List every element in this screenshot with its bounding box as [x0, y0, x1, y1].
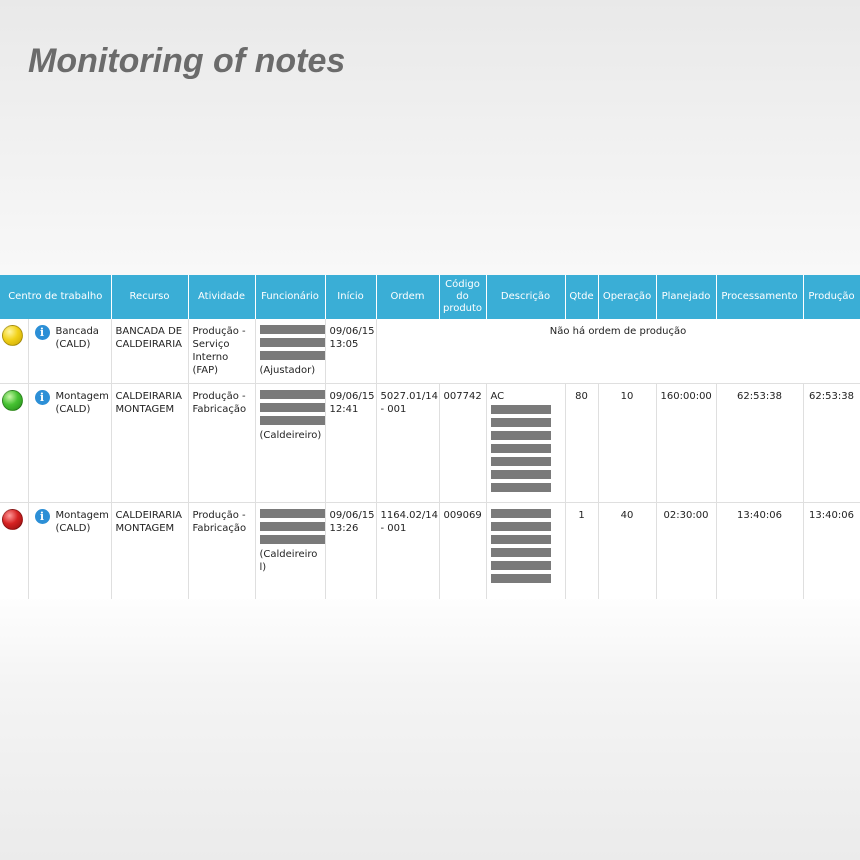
- descricao-text: AC: [490, 391, 505, 402]
- producao-cell: 62:53:38: [803, 383, 860, 503]
- status-cell: [0, 502, 29, 599]
- centro-text: Bancada (CALD): [55, 326, 99, 350]
- column-header-ordem[interactable]: Ordem: [376, 275, 440, 319]
- column-header-planejado[interactable]: Planejado: [656, 275, 717, 319]
- centro-cell: i Montagem (CALD): [28, 502, 112, 599]
- redacted-description: [490, 548, 551, 557]
- funcionario-role: (Ajustador): [259, 365, 316, 376]
- producao-cell: 13:40:06: [803, 502, 860, 599]
- redacted-description: [490, 431, 551, 440]
- column-header-descricao[interactable]: Descrição: [486, 275, 566, 319]
- descricao-cell: AC: [486, 383, 566, 503]
- funcionario-cell: (Ajustador): [255, 319, 326, 384]
- funcionario-cell: (Caldeireiro): [255, 383, 326, 503]
- redacted-description: [490, 405, 551, 414]
- atividade-cell: Produção - Serviço Interno (FAP): [188, 319, 256, 384]
- redacted-name: [259, 522, 325, 531]
- ordem-cell: 1164.02/14 - 001: [376, 502, 440, 599]
- redacted-description: [490, 418, 551, 427]
- redacted-name: [259, 403, 325, 412]
- status-green-icon: [2, 390, 23, 411]
- redacted-description: [490, 574, 551, 583]
- operacao-cell: 10: [598, 383, 657, 503]
- centro-cell: i Bancada (CALD): [28, 319, 112, 384]
- inicio-cell: 09/06/15 13:05: [325, 319, 377, 384]
- recurso-cell: BANCADA DE CALDEIRARIA: [111, 319, 189, 384]
- info-icon[interactable]: i: [34, 390, 50, 405]
- column-header-centro[interactable]: Centro de trabalho: [0, 275, 112, 319]
- funcionario-role: (Caldeireiro): [259, 430, 322, 441]
- column-header-processamento[interactable]: Processamento: [716, 275, 804, 319]
- redacted-name: [259, 509, 325, 518]
- funcionario-role: (Caldeireiro l): [259, 549, 318, 573]
- status-red-icon: [2, 509, 23, 530]
- centro-text: Montagem (CALD): [55, 391, 109, 415]
- redacted-description: [490, 509, 551, 518]
- notes-table: Centro de trabalho Recurso Atividade Fun…: [0, 275, 860, 599]
- column-header-recurso[interactable]: Recurso: [111, 275, 189, 319]
- column-header-inicio[interactable]: Início: [325, 275, 377, 319]
- processamento-cell: 62:53:38: [716, 383, 804, 503]
- planejado-cell: 02:30:00: [656, 502, 717, 599]
- redacted-name: [259, 351, 325, 360]
- page-title: Monitoring of notes: [28, 42, 346, 80]
- centro-text: Montagem (CALD): [55, 510, 109, 534]
- codigo-cell: 007742: [439, 383, 487, 503]
- redacted-name: [259, 338, 325, 347]
- redacted-description: [490, 522, 551, 531]
- column-header-codigo[interactable]: Código do produto: [439, 275, 487, 319]
- redacted-description: [490, 457, 551, 466]
- recurso-cell: CALDEIRARIA MONTAGEM: [111, 383, 189, 503]
- status-cell: [0, 319, 29, 384]
- table-row[interactable]: i Montagem (CALD) CALDEIRARIA MONTAGEM P…: [0, 502, 860, 599]
- status-cell: [0, 383, 29, 503]
- redacted-description: [490, 444, 551, 453]
- atividade-cell: Produção - Fabricação: [188, 383, 256, 503]
- status-yellow-icon: [2, 325, 23, 346]
- redacted-name: [259, 325, 325, 334]
- funcionario-cell: (Caldeireiro l): [255, 502, 326, 599]
- qtde-cell: 1: [565, 502, 599, 599]
- centro-cell: i Montagem (CALD): [28, 383, 112, 503]
- info-icon[interactable]: i: [34, 509, 50, 524]
- inicio-cell: 09/06/15 12:41: [325, 383, 377, 503]
- column-header-producao[interactable]: Produção: [803, 275, 860, 319]
- table-row[interactable]: i Montagem (CALD) CALDEIRARIA MONTAGEM P…: [0, 383, 860, 503]
- operacao-cell: 40: [598, 502, 657, 599]
- redacted-description: [490, 470, 551, 479]
- table-row[interactable]: i Bancada (CALD) BANCADA DE CALDEIRARIA …: [0, 319, 860, 384]
- redacted-description: [490, 535, 551, 544]
- inicio-cell: 09/06/15 13:26: [325, 502, 377, 599]
- recurso-cell: CALDEIRARIA MONTAGEM: [111, 502, 189, 599]
- ordem-cell: 5027.01/14 - 001: [376, 383, 440, 503]
- planejado-cell: 160:00:00: [656, 383, 717, 503]
- info-icon[interactable]: i: [34, 325, 50, 340]
- processamento-cell: 13:40:06: [716, 502, 804, 599]
- table-header-row: Centro de trabalho Recurso Atividade Fun…: [0, 275, 860, 319]
- redacted-name: [259, 390, 325, 399]
- column-header-atividade[interactable]: Atividade: [188, 275, 256, 319]
- column-header-operacao[interactable]: Operação: [598, 275, 657, 319]
- column-header-funcionario[interactable]: Funcionário: [255, 275, 326, 319]
- redacted-name: [259, 416, 325, 425]
- atividade-cell: Produção - Fabricação: [188, 502, 256, 599]
- column-header-qtde[interactable]: Qtde: [565, 275, 599, 319]
- redacted-description: [490, 561, 551, 570]
- no-order-message: Não há ordem de produção: [376, 319, 860, 384]
- redacted-name: [259, 535, 325, 544]
- qtde-cell: 80: [565, 383, 599, 503]
- descricao-cell: [486, 502, 566, 599]
- redacted-description: [490, 483, 551, 492]
- codigo-cell: 009069: [439, 502, 487, 599]
